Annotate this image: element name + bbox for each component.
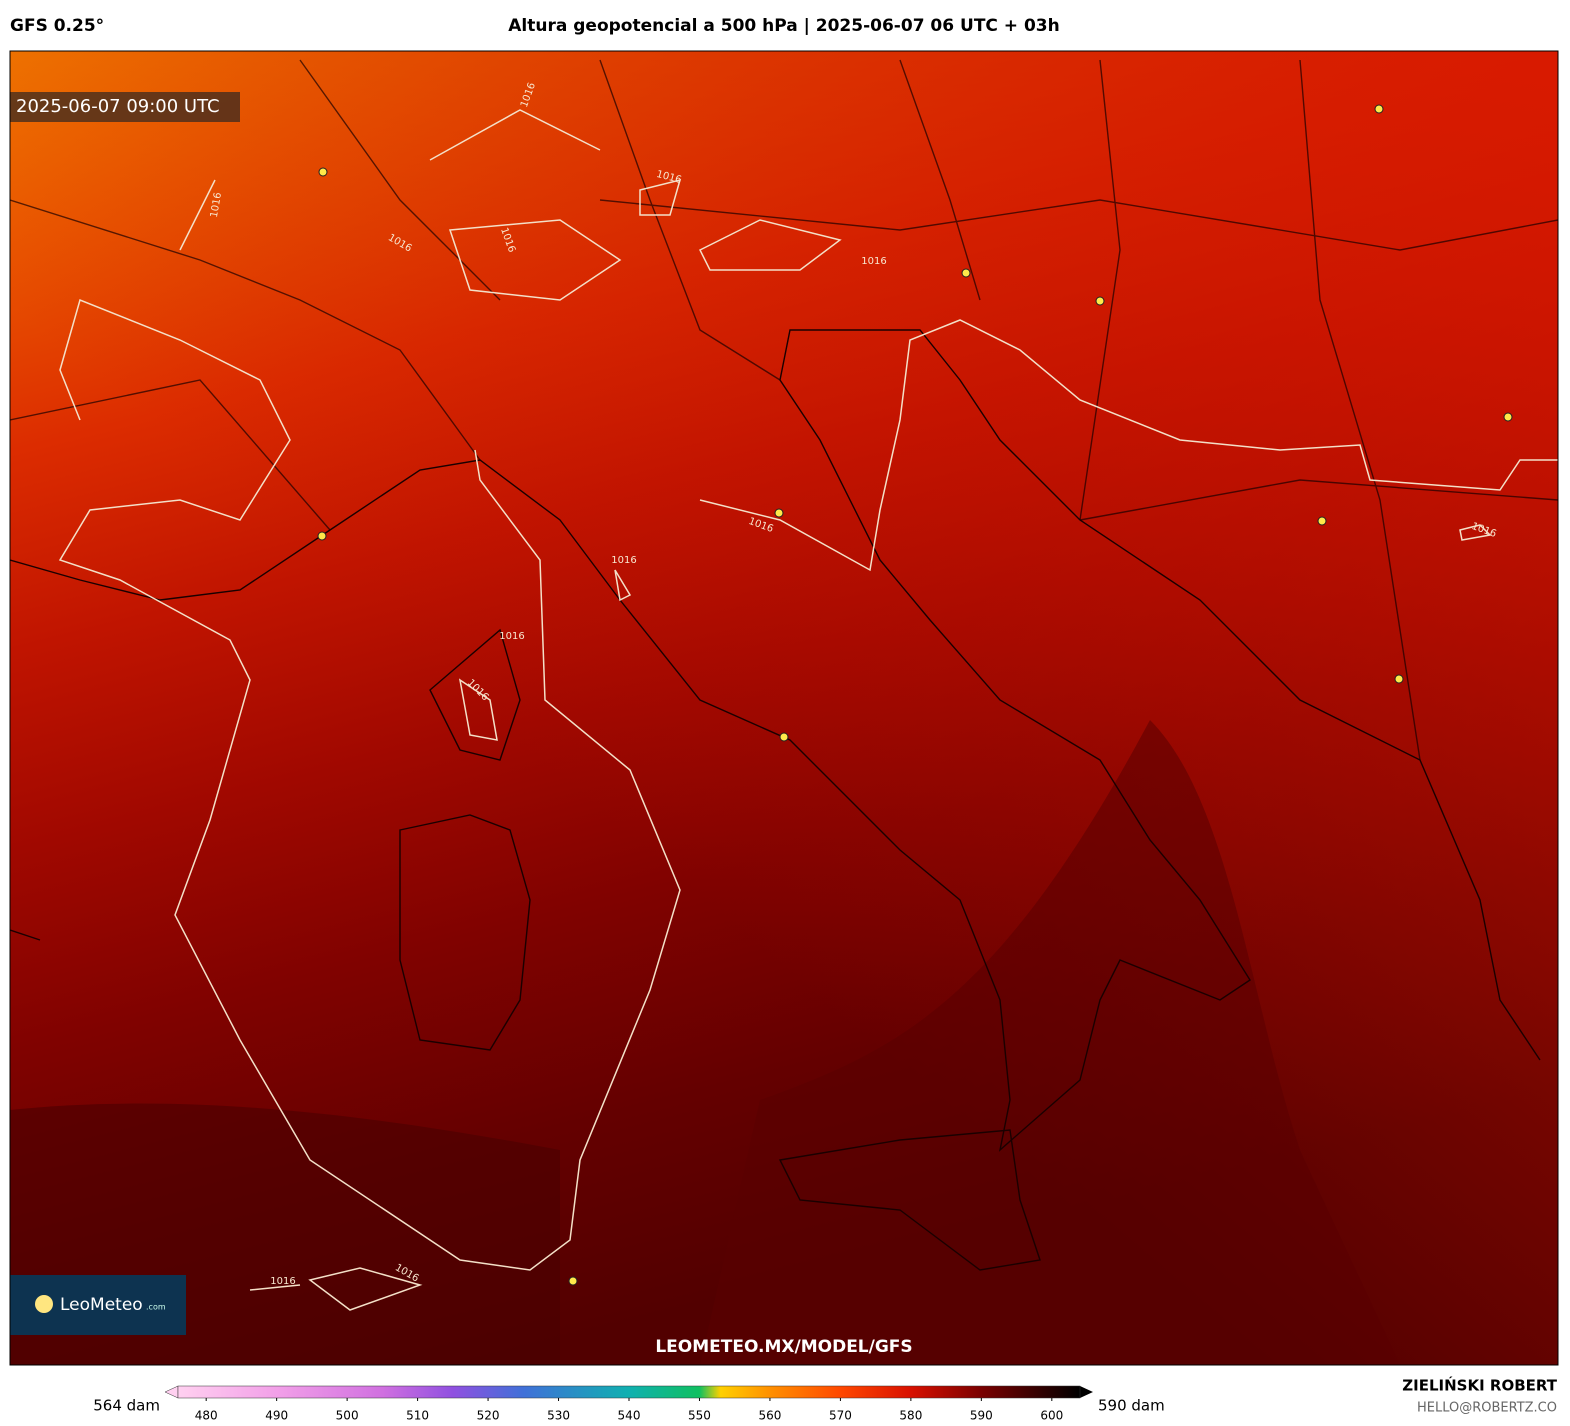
colorbar-tick-label: 540 [618, 1409, 641, 1423]
isobar-label: 1016 [611, 555, 636, 566]
title: Altura geopotencial a 500 hPa | 2025-06-… [508, 16, 1059, 36]
colorbar-high-extend [1080, 1386, 1093, 1398]
isobar [179, 109, 1492, 1311]
colorbar-tick-label: 560 [758, 1409, 781, 1423]
colorbar-low-extend [164, 1385, 179, 1399]
watermark: LEOMETEO.MX/MODEL/GFS [655, 1337, 912, 1357]
map-frame [9, 50, 1559, 1366]
colorbar-bar [177, 1385, 1081, 1399]
colorbar: 564 dam 590 dam 480 490 500 510 520 530 540 550… [93, 1385, 1165, 1423]
colorbar-tick-label: 500 [336, 1409, 359, 1423]
colorbar-tick-label: 590 [970, 1409, 993, 1423]
city-marker [1394, 674, 1404, 684]
isobar-label: 1016 [861, 256, 886, 267]
city-marker [774, 508, 784, 518]
model-label: GFS 0.25° [10, 16, 104, 36]
city-marker [961, 268, 971, 278]
city-marker [1503, 412, 1513, 422]
colorbar-max-label: 590 dam [1098, 1397, 1165, 1415]
logo-suffix: .com [146, 1303, 166, 1312]
colorbar-tick-label: 600 [1040, 1409, 1063, 1423]
logo-sun [35, 1295, 53, 1313]
city-marker [1095, 296, 1105, 306]
city-marker [779, 732, 789, 742]
colorbar-tick-label: 570 [829, 1409, 852, 1423]
isobar [58, 298, 681, 1271]
city-marker [318, 167, 328, 177]
city-marker [317, 531, 327, 541]
colorbar-tick-label: 510 [406, 1409, 429, 1423]
colorbar-tick-label: 530 [547, 1409, 570, 1423]
height-field-core [700, 720, 1400, 1365]
border [10, 59, 1558, 761]
colorbar-min-label: 564 dam [93, 1397, 160, 1415]
city-marker [1317, 516, 1327, 526]
coastline [10, 559, 161, 941]
logo-name: LeoMeteo [60, 1295, 143, 1315]
city-marker [1374, 104, 1384, 114]
author: ZIELIŃSKI ROBERT [1402, 1376, 1557, 1395]
email: HELLO@ROBERTZ.CO [1417, 1401, 1557, 1416]
island [429, 628, 521, 761]
time-box [10, 92, 240, 122]
colorbar-tick-label: 580 [899, 1409, 922, 1423]
colorbar-tick-label: 480 [195, 1409, 218, 1423]
colorbar-tick-label: 490 [265, 1409, 288, 1423]
colorbar-tick-label: 550 [688, 1409, 711, 1423]
island [778, 1129, 1041, 1271]
isobar-label: 1016 [270, 1276, 295, 1287]
city-marker [568, 1276, 578, 1286]
city-markers [317, 104, 1513, 1286]
isobar-label: 1016 [209, 192, 224, 219]
isobar [699, 319, 1558, 572]
valid-time: 2025-06-07 09:00 UTC [16, 96, 220, 117]
isobar-label: 1016 [499, 631, 524, 642]
coastline [159, 329, 1541, 1152]
colorbar-tick-label: 520 [477, 1409, 500, 1423]
island [399, 814, 531, 1051]
